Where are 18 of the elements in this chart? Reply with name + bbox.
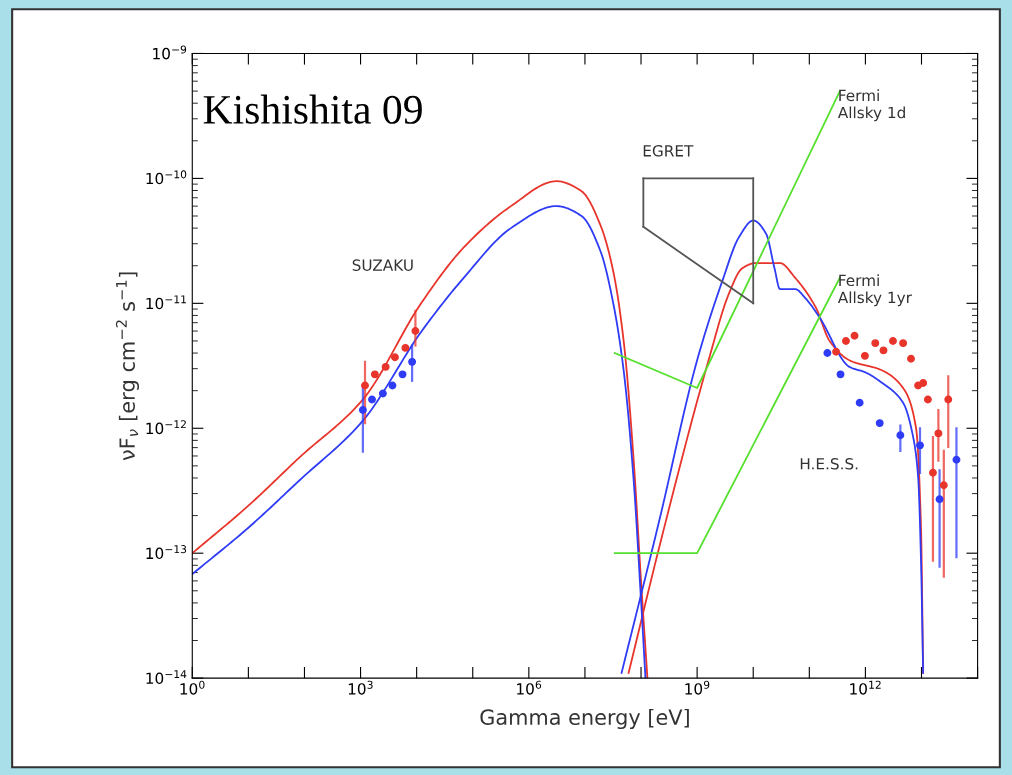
y-tick-label: 10$^{−10}$ xyxy=(146,170,187,185)
x-tick-label: 10$^{6}$ xyxy=(517,680,542,695)
y-tick-label: 10$^{−13}$ xyxy=(146,545,187,560)
x-tick-label: 10$^{12}$ xyxy=(850,680,881,695)
y-axis-title: νF$_{ν}$ [erg cm$^{−2}$ s$^{−1}$] xyxy=(115,272,140,461)
annotation: Fermi Allsky 1d xyxy=(837,89,905,122)
y-tick-label: 10$^{−11}$ xyxy=(146,295,186,310)
x-tick-label: 10$^{0}$ xyxy=(180,680,205,695)
y-tick-label: 10$^{−9}$ xyxy=(153,45,187,60)
y-tick-label: 10$^{−12}$ xyxy=(146,420,186,435)
annotation: EGRET xyxy=(643,145,694,157)
annotation: SUZAKU xyxy=(352,259,413,271)
x-tick-label: 10$^{9}$ xyxy=(685,680,710,695)
x-tick-label: 10$^{3}$ xyxy=(348,680,373,695)
x-axis-title: Gamma energy [eV] xyxy=(480,708,689,730)
annotation: H.E.S.S. xyxy=(800,458,858,470)
annotation: Fermi Allsky 1yr xyxy=(837,274,912,307)
annotation: Kishishita 09 xyxy=(203,94,422,124)
